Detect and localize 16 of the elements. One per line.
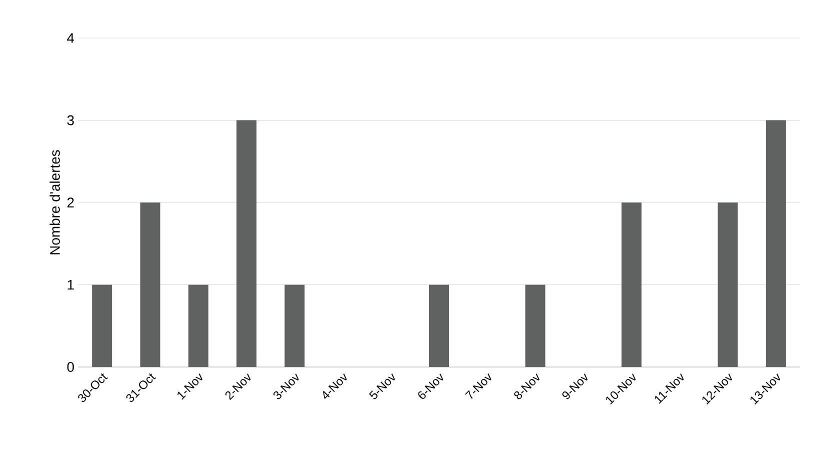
bar xyxy=(284,284,305,367)
bar xyxy=(622,202,642,367)
bar xyxy=(140,202,160,367)
bar xyxy=(525,284,546,367)
bar xyxy=(188,284,208,367)
y-tick-label: 4 xyxy=(67,33,74,43)
y-axis-title: Nombre d'alertes xyxy=(50,150,60,254)
bar xyxy=(236,120,256,367)
bar xyxy=(766,120,786,367)
y-tick-label: 1 xyxy=(68,280,74,290)
bar xyxy=(92,284,112,367)
y-tick-label: 0 xyxy=(67,362,74,372)
bar xyxy=(718,202,738,367)
y-tick-label: 3 xyxy=(67,115,74,126)
bar xyxy=(429,284,450,367)
y-tick-label: 2 xyxy=(67,198,74,208)
